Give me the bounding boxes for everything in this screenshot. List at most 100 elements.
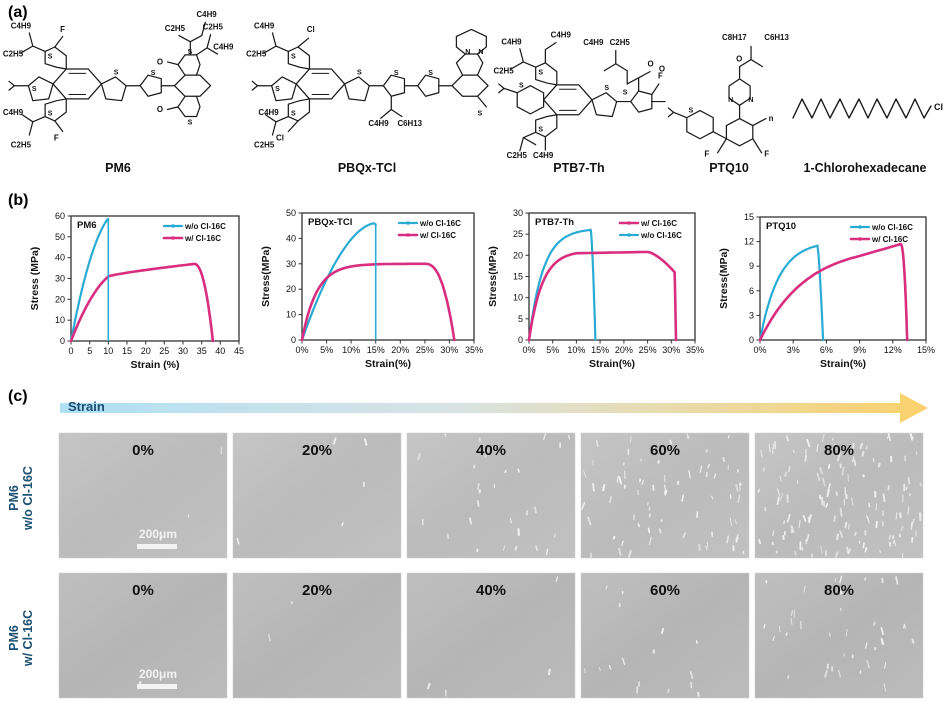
svg-text:C2H5: C2H5 (493, 66, 514, 75)
svg-text:25%: 25% (639, 345, 657, 355)
svg-text:0: 0 (518, 335, 523, 345)
svg-text:20%: 20% (615, 345, 633, 355)
svg-text:30: 30 (286, 259, 296, 269)
svg-text:30%: 30% (662, 345, 680, 355)
svg-text:C4H9: C4H9 (196, 10, 217, 19)
svg-text:200μm: 200μm (139, 527, 177, 541)
svg-text:Stress (MPa): Stress (MPa) (29, 247, 41, 311)
svg-text:S: S (357, 69, 362, 76)
svg-text:60%: 60% (650, 442, 680, 459)
svg-text:40: 40 (286, 233, 296, 243)
svg-text:0%: 0% (753, 345, 766, 355)
svg-text:PTQ10: PTQ10 (766, 221, 796, 232)
svg-text:10: 10 (55, 315, 65, 325)
svg-text:10: 10 (513, 293, 523, 303)
svg-text:6: 6 (749, 286, 754, 296)
svg-text:S: S (689, 107, 694, 114)
svg-text:C2H5: C2H5 (165, 24, 186, 33)
svg-text:5: 5 (87, 346, 92, 356)
svg-text:10%: 10% (567, 345, 585, 355)
svg-text:PM6: PM6 (105, 161, 131, 175)
svg-text:30: 30 (178, 346, 188, 356)
svg-text:10%: 10% (342, 345, 360, 355)
svg-text:Strain (%): Strain (%) (130, 359, 179, 371)
svg-text:5%: 5% (546, 345, 559, 355)
svg-text:N: N (465, 49, 470, 56)
svg-text:S: S (188, 119, 193, 126)
svg-text:0: 0 (749, 335, 754, 345)
svg-text:w/ Cl-16C: w/ Cl-16C (21, 610, 35, 667)
svg-text:35%: 35% (465, 345, 483, 355)
svg-text:5%: 5% (320, 345, 333, 355)
svg-text:C4H9: C4H9 (11, 22, 32, 31)
svg-text:w/ Cl-16C: w/ Cl-16C (871, 235, 908, 244)
svg-text:60: 60 (55, 211, 65, 221)
svg-text:C6H13: C6H13 (397, 119, 422, 128)
svg-text:F: F (704, 149, 709, 158)
svg-text:40: 40 (215, 346, 225, 356)
svg-text:0: 0 (291, 335, 296, 345)
svg-text:C2H5: C2H5 (203, 22, 224, 31)
svg-text:5: 5 (518, 314, 523, 324)
svg-text:30%: 30% (440, 345, 458, 355)
svg-text:30: 30 (513, 208, 523, 218)
svg-text:PM6: PM6 (7, 485, 21, 511)
svg-text:S: S (114, 69, 119, 76)
svg-text:O: O (157, 58, 163, 67)
svg-text:Cl: Cl (934, 102, 943, 112)
svg-text:9: 9 (749, 261, 754, 271)
svg-text:S: S (538, 69, 543, 76)
svg-text:12%: 12% (884, 345, 902, 355)
svg-text:80%: 80% (824, 442, 854, 459)
svg-text:S: S (48, 111, 53, 118)
svg-text:Strain(%): Strain(%) (589, 358, 635, 370)
svg-text:20%: 20% (302, 442, 332, 459)
svg-text:Stress(MPa): Stress(MPa) (260, 246, 272, 307)
svg-text:F: F (60, 25, 65, 34)
svg-text:C4H9: C4H9 (258, 108, 279, 117)
svg-text:S: S (478, 111, 483, 118)
svg-text:S: S (538, 126, 543, 133)
svg-text:C2H5: C2H5 (3, 50, 24, 59)
svg-text:Cl: Cl (276, 133, 284, 142)
svg-text:20%: 20% (302, 582, 332, 599)
svg-text:3: 3 (749, 310, 754, 320)
svg-text:20: 20 (286, 284, 296, 294)
svg-text:Stress(MPa): Stress(MPa) (718, 248, 730, 309)
svg-text:60%: 60% (650, 582, 680, 599)
svg-text:C4H9: C4H9 (551, 30, 572, 39)
svg-text:n: n (769, 114, 774, 123)
svg-text:50: 50 (55, 232, 65, 242)
svg-text:w/o Cl-16C: w/o Cl-16C (871, 223, 913, 232)
svg-text:w/ Cl-16C: w/ Cl-16C (640, 219, 677, 228)
svg-text:C2H5: C2H5 (507, 151, 528, 160)
svg-text:Stress(MPa): Stress(MPa) (487, 246, 499, 307)
svg-text:S: S (519, 82, 524, 89)
svg-text:50: 50 (286, 208, 296, 218)
svg-text:15: 15 (122, 346, 132, 356)
svg-text:80%: 80% (824, 582, 854, 599)
svg-text:40: 40 (55, 253, 65, 263)
svg-text:S: S (604, 85, 609, 92)
svg-text:Cl: Cl (307, 25, 315, 34)
svg-text:PBQx-TCl: PBQx-TCl (338, 161, 396, 175)
svg-text:200μm: 200μm (139, 667, 177, 681)
svg-text:O: O (647, 59, 653, 68)
svg-text:25: 25 (513, 229, 523, 239)
svg-text:O: O (157, 105, 163, 114)
svg-text:w/o Cl-16C: w/o Cl-16C (419, 219, 461, 228)
svg-text:0: 0 (60, 336, 65, 346)
svg-text:S: S (428, 70, 433, 77)
svg-text:12: 12 (744, 237, 754, 247)
svg-text:0%: 0% (132, 582, 154, 599)
svg-text:45: 45 (234, 346, 244, 356)
svg-text:15: 15 (513, 272, 523, 282)
svg-text:1-Chlorohexadecane: 1-Chlorohexadecane (804, 161, 927, 175)
svg-text:O: O (736, 54, 742, 63)
svg-text:PM6: PM6 (7, 625, 21, 651)
svg-text:C6H13: C6H13 (764, 33, 789, 42)
svg-text:Strain(%): Strain(%) (820, 358, 866, 370)
svg-text:C4H9: C4H9 (213, 43, 234, 52)
svg-text:C4H9: C4H9 (533, 151, 554, 160)
svg-text:0%: 0% (132, 442, 154, 459)
